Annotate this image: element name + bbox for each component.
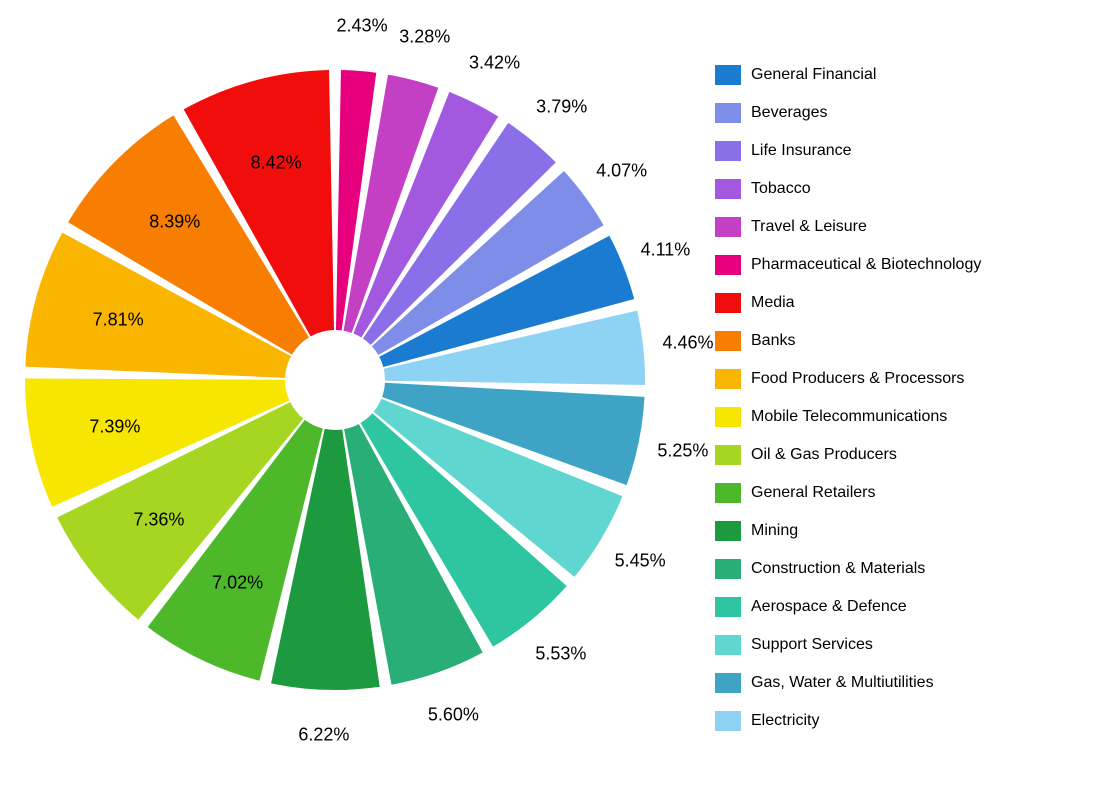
legend-swatch (715, 559, 741, 579)
legend-label: Tobacco (751, 181, 811, 197)
legend-label: Electricity (751, 713, 819, 729)
legend-swatch (715, 217, 741, 237)
legend-item: Media (715, 293, 981, 313)
legend-swatch (715, 103, 741, 123)
legend-item: Travel & Leisure (715, 217, 981, 237)
slice-percent-label: 2.43% (337, 16, 388, 37)
slice-percent-label: 6.22% (298, 724, 349, 745)
legend-item: Construction & Materials (715, 559, 981, 579)
legend-label: General Retailers (751, 485, 876, 501)
legend-label: Oil & Gas Producers (751, 447, 897, 463)
legend-item: Pharmaceutical & Biotechnology (715, 255, 981, 275)
legend-item: Life Insurance (715, 141, 981, 161)
legend-label: Pharmaceutical & Biotechnology (751, 257, 981, 273)
legend-item: General Retailers (715, 483, 981, 503)
slice-percent-label: 4.07% (596, 160, 647, 181)
legend-item: Banks (715, 331, 981, 351)
legend-item: Mining (715, 521, 981, 541)
legend-swatch (715, 635, 741, 655)
legend-swatch (715, 65, 741, 85)
slice-percent-label: 5.53% (535, 643, 586, 664)
legend-swatch (715, 293, 741, 313)
legend-swatch (715, 521, 741, 541)
legend-item: General Financial (715, 65, 981, 85)
slice-percent-label: 7.36% (133, 510, 184, 531)
slice-percent-label: 3.42% (469, 52, 520, 73)
legend-item: Electricity (715, 711, 981, 731)
legend-label: Support Services (751, 637, 873, 653)
legend-label: Banks (751, 333, 795, 349)
legend-label: Mining (751, 523, 798, 539)
slice-percent-label: 8.39% (149, 212, 200, 233)
legend-label: Gas, Water & Multiutilities (751, 675, 934, 691)
legend-item: Beverages (715, 103, 981, 123)
legend-swatch (715, 407, 741, 427)
slice-percent-label: 3.28% (399, 26, 450, 47)
legend-swatch (715, 331, 741, 351)
legend-swatch (715, 711, 741, 731)
legend-swatch (715, 673, 741, 693)
slice-percent-label: 4.11% (641, 240, 691, 261)
legend-item: Tobacco (715, 179, 981, 199)
legend-item: Gas, Water & Multiutilities (715, 673, 981, 693)
slice-percent-label: 7.02% (212, 572, 263, 593)
legend-label: Travel & Leisure (751, 219, 867, 235)
legend-swatch (715, 597, 741, 617)
legend-label: Aerospace & Defence (751, 599, 907, 615)
chart-stage: 2.43% 3.28% 3.42% 3.79% 4.07% 4.11% 4.46% 5.25%… (0, 0, 1110, 786)
legend-label: General Financial (751, 67, 876, 83)
slice-percent-label: 7.81% (93, 310, 144, 331)
legend-item: Aerospace & Defence (715, 597, 981, 617)
legend-label: Media (751, 295, 795, 311)
legend-item: Food Producers & Processors (715, 369, 981, 389)
legend-label: Mobile Telecommunications (751, 409, 947, 425)
legend-label: Construction & Materials (751, 561, 925, 577)
legend: General Financial Beverages Life Insurance… (715, 65, 981, 749)
slice-percent-label: 5.25% (657, 440, 708, 461)
slice-percent-label: 7.39% (89, 416, 140, 437)
legend-swatch (715, 483, 741, 503)
legend-item: Support Services (715, 635, 981, 655)
legend-label: Life Insurance (751, 143, 852, 159)
slice-percent-label: 5.45% (615, 551, 666, 572)
slice-percent-label: 4.46% (663, 332, 714, 353)
slice-percent-label: 8.42% (251, 152, 302, 173)
legend-item: Mobile Telecommunications (715, 407, 981, 427)
legend-swatch (715, 179, 741, 199)
legend-item: Oil & Gas Producers (715, 445, 981, 465)
legend-swatch (715, 445, 741, 465)
legend-label: Beverages (751, 105, 828, 121)
slice-percent-label: 5.60% (428, 704, 479, 725)
legend-label: Food Producers & Processors (751, 371, 964, 387)
legend-swatch (715, 369, 741, 389)
legend-swatch (715, 141, 741, 161)
slice-percent-label: 3.79% (536, 96, 587, 117)
legend-swatch (715, 255, 741, 275)
